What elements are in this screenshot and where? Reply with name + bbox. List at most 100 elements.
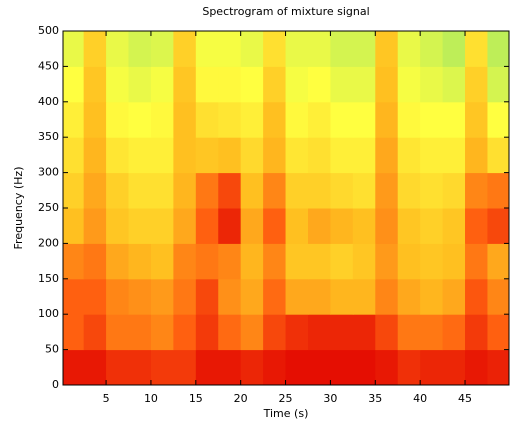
heatmap-cell — [465, 172, 488, 209]
heatmap-cell — [195, 101, 219, 138]
heatmap-cell — [465, 66, 488, 103]
heatmap-cell — [63, 349, 85, 385]
heatmap-cell — [397, 314, 421, 351]
heatmap-cell — [195, 349, 219, 385]
x-tick-label: 5 — [103, 392, 110, 405]
heatmap-cell — [330, 101, 354, 138]
heatmap-cell — [442, 172, 466, 209]
heatmap-cell — [240, 243, 264, 280]
heatmap-cell — [173, 101, 197, 138]
heatmap-cell — [465, 208, 488, 244]
heatmap-cell — [375, 208, 399, 244]
heatmap-cell — [106, 349, 130, 385]
heatmap-cell — [106, 278, 130, 315]
heatmap-cell — [150, 66, 174, 103]
y-tick-label: 500 — [38, 24, 59, 37]
heatmap-cell — [487, 314, 509, 351]
heatmap-cell — [240, 172, 264, 209]
heatmap-cell — [487, 243, 509, 280]
y-tick-label: 400 — [38, 95, 59, 108]
heatmap-cell — [397, 66, 421, 103]
heatmap-cell — [240, 31, 264, 67]
heatmap-cell — [195, 66, 219, 103]
heatmap-cell — [397, 208, 421, 244]
heatmap-cell — [307, 243, 331, 280]
y-tick-label: 50 — [45, 343, 59, 356]
heatmap-cell — [128, 101, 152, 138]
heatmap-cell — [150, 137, 174, 174]
y-tick-label: 100 — [38, 307, 59, 320]
heatmap-cell — [285, 243, 309, 280]
heatmap-cell — [263, 349, 287, 385]
heatmap-cell — [173, 172, 197, 209]
heatmap-cell — [487, 66, 509, 103]
heatmap-cell — [218, 172, 242, 209]
heatmap-cell — [106, 314, 130, 351]
heatmap-cell — [150, 101, 174, 138]
heatmap-cell — [285, 208, 309, 244]
heatmap-cell — [487, 208, 509, 244]
heatmap-cell — [442, 66, 466, 103]
heatmap-cell — [352, 278, 376, 315]
heatmap-cell — [106, 243, 130, 280]
heatmap-cell — [173, 66, 197, 103]
heatmap-cell — [63, 314, 85, 351]
heatmap-cell — [240, 101, 264, 138]
heatmap-cell — [218, 278, 242, 315]
heatmap-cell — [150, 349, 174, 385]
heatmap-cell — [352, 349, 376, 385]
heatmap-cell — [420, 243, 444, 280]
heatmap-cell — [195, 172, 219, 209]
heatmap-cell — [150, 314, 174, 351]
heatmap-cell — [465, 243, 488, 280]
heatmap-cell — [307, 137, 331, 174]
heatmap-cell — [218, 243, 242, 280]
heatmap-cell — [83, 278, 107, 315]
heatmap-cell — [195, 31, 219, 67]
heatmap-cell — [420, 137, 444, 174]
heatmap-cell — [106, 101, 130, 138]
heatmap-cell — [397, 278, 421, 315]
heatmap-cell — [330, 243, 354, 280]
heatmap-cell — [285, 278, 309, 315]
heatmap-cell — [285, 314, 309, 351]
heatmap-cell — [128, 66, 152, 103]
x-tick-label: 45 — [458, 392, 472, 405]
heatmap-cell — [173, 314, 197, 351]
heatmap-cell — [375, 243, 399, 280]
heatmap-cell — [375, 66, 399, 103]
heatmap-cell — [63, 243, 85, 280]
chart-title: Spectrogram of mixture signal — [202, 5, 369, 18]
x-tick-label: 10 — [144, 392, 158, 405]
heatmap-cell — [218, 349, 242, 385]
heatmap-cell — [285, 349, 309, 385]
heatmap-cell — [487, 278, 509, 315]
y-tick-label: 350 — [38, 130, 59, 143]
heatmap-cell — [150, 172, 174, 209]
heatmap-cell — [195, 314, 219, 351]
heatmap-cell — [375, 314, 399, 351]
heatmap-cell — [150, 31, 174, 67]
heatmap-cell — [307, 208, 331, 244]
heatmap-cell — [195, 208, 219, 244]
heatmap-cell — [352, 66, 376, 103]
heatmap-cell — [83, 243, 107, 280]
heatmap-cell — [83, 208, 107, 244]
heatmap-cell — [375, 172, 399, 209]
heatmap-cell — [420, 172, 444, 209]
heatmap-cell — [63, 66, 85, 103]
heatmap-cell — [195, 137, 219, 174]
heatmap-cell — [218, 137, 242, 174]
heatmap-cell — [83, 349, 107, 385]
y-tick-label: 450 — [38, 59, 59, 72]
heatmap-cell — [442, 349, 466, 385]
heatmap-cell — [397, 31, 421, 67]
heatmap-cell — [352, 101, 376, 138]
heatmap-cell — [83, 172, 107, 209]
heatmap-cell — [240, 66, 264, 103]
heatmap-cell — [263, 66, 287, 103]
y-tick-label: 150 — [38, 272, 59, 285]
heatmap-cell — [63, 137, 85, 174]
heatmap-cell — [63, 172, 85, 209]
heatmap-cell — [375, 137, 399, 174]
